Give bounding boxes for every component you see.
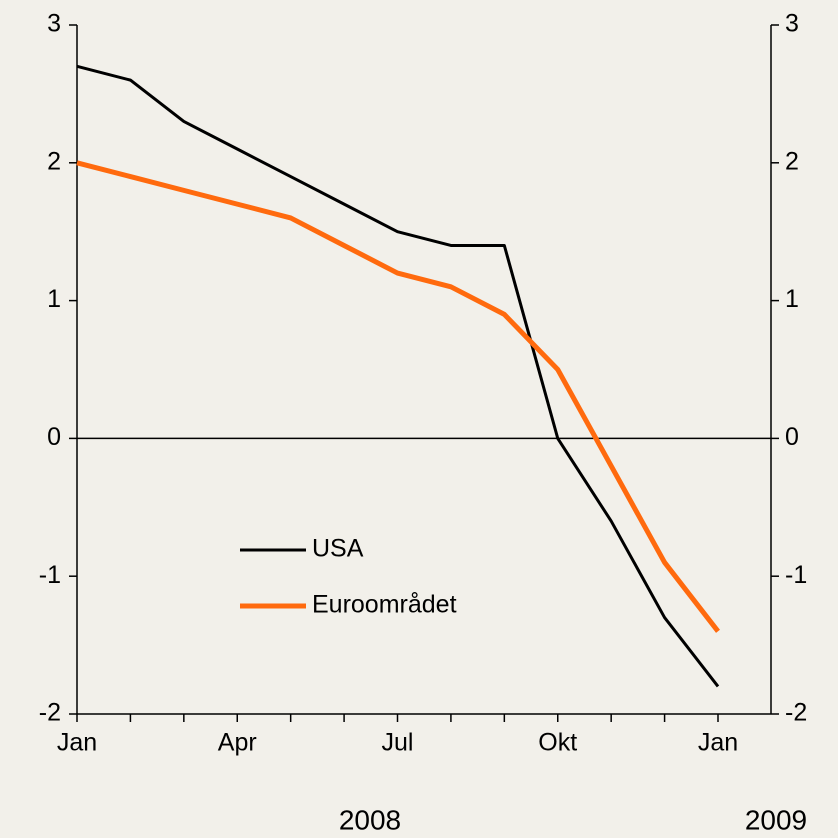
y-tick-label: 0 (47, 423, 61, 451)
y2-tick-label: 1 (785, 285, 799, 313)
y-tick-label: 3 (47, 10, 61, 38)
y2-tick-label: -2 (785, 699, 807, 727)
y2-tick-label: -1 (785, 561, 807, 589)
x-tick-label: Apr (218, 729, 257, 757)
y2-tick-label: 2 (785, 147, 799, 175)
y-tick-label: -2 (39, 699, 61, 727)
x-tick-label: Jan (57, 729, 97, 757)
series-line (76, 160, 720, 633)
x-tick-label: Jan (698, 729, 738, 757)
y2-tick-label: 0 (785, 423, 799, 451)
y-tick-label: 2 (47, 147, 61, 175)
y-tick-label: 1 (47, 285, 61, 313)
legend-label: Euroområdet (312, 591, 457, 619)
legend-label: USA (312, 535, 364, 563)
x-group-label: 2008 (339, 804, 401, 835)
x-group-label: 2009 (745, 804, 807, 835)
x-tick-label: Okt (538, 729, 577, 757)
y-tick-label: -1 (39, 561, 61, 589)
series-line (76, 64, 720, 688)
y2-tick-label: 3 (785, 10, 799, 38)
x-tick-label: Jul (382, 729, 414, 757)
